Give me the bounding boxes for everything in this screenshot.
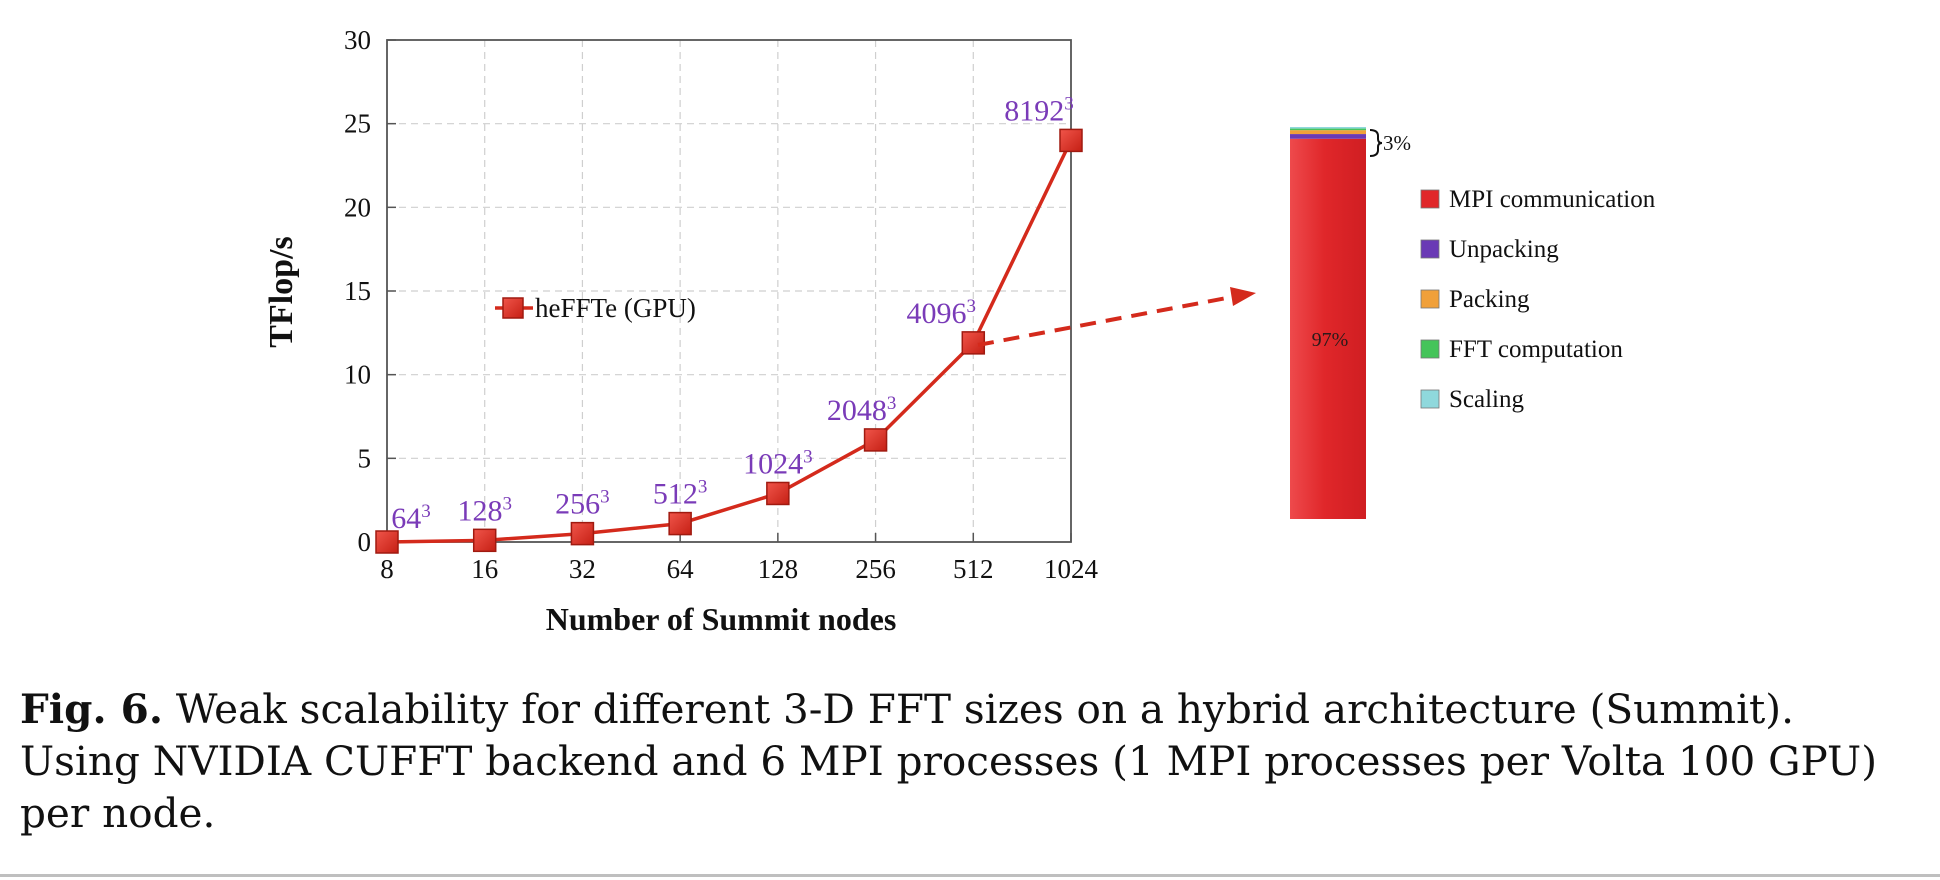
x-tick-label: 512 xyxy=(953,554,994,584)
x-axis-label: Number of Summit nodes xyxy=(546,601,897,637)
bar-segment xyxy=(1290,127,1366,129)
caption-text: Weak scalability for different 3-D FFT s… xyxy=(20,685,1877,837)
point-label: 1283 xyxy=(457,493,512,527)
x-tick-label: 128 xyxy=(758,554,799,584)
y-tick-label: 25 xyxy=(344,109,371,139)
plot-grid xyxy=(387,40,1071,542)
point-label: 40963 xyxy=(907,296,977,330)
stacked-bar-legend: MPI communication Unpacking Packing FFT com… xyxy=(1420,186,1656,413)
x-tick-label: 256 xyxy=(855,554,896,584)
legend-entry: Unpacking xyxy=(1449,236,1559,263)
y-tick-label: 15 xyxy=(344,276,371,306)
legend-entry: FFT computation xyxy=(1449,336,1623,363)
x-tick-label: 16 xyxy=(471,554,498,584)
x-axis-ticks: 8 16 32 64 128 256 512 1024 xyxy=(380,533,1099,584)
point-label: 81923 xyxy=(1004,93,1074,127)
x-tick-label: 8 xyxy=(380,554,394,584)
point-label: 643 xyxy=(391,501,431,535)
legend-swatch xyxy=(1420,239,1440,259)
bottom-rule xyxy=(0,874,1940,877)
y-tick-label: 10 xyxy=(344,360,371,390)
caption-label: Fig. 6. xyxy=(20,685,163,733)
legend-swatch xyxy=(1420,389,1440,409)
legend-swatch xyxy=(1420,189,1440,209)
x-tick-label: 1024 xyxy=(1044,554,1099,584)
bar-segment xyxy=(1290,138,1366,519)
line-chart: 0 5 10 15 20 25 30 8 16 32 64 128 256 512 1024 TFlop/… xyxy=(263,25,1256,637)
legend-marker xyxy=(502,297,524,319)
point-label: 5123 xyxy=(653,477,708,511)
figure: 0 5 10 15 20 25 30 8 16 32 64 128 256 512 1024 TFlop/… xyxy=(263,25,1656,637)
data-point xyxy=(766,481,790,506)
bracket-label: 3% xyxy=(1383,131,1411,155)
bar-segment xyxy=(1290,128,1366,131)
callout-arrow xyxy=(977,287,1256,347)
figure-caption: Fig. 6. Weak scalability for different 3… xyxy=(20,683,1920,839)
series-line xyxy=(386,139,1073,544)
legend-entry: MPI communication xyxy=(1449,186,1656,213)
y-tick-label: 0 xyxy=(358,527,372,557)
data-point xyxy=(570,521,595,546)
legend-entry: Packing xyxy=(1449,286,1530,313)
data-point xyxy=(375,530,399,554)
point-label: 20483 xyxy=(827,393,897,427)
y-axis-ticks: 0 5 10 15 20 25 30 xyxy=(344,25,396,557)
series-heffte-gpu xyxy=(375,128,1083,554)
data-point xyxy=(1059,128,1083,153)
legend-entry: Scaling xyxy=(1449,386,1524,413)
bar-segment xyxy=(1290,130,1366,135)
bar-inside-label: 97% xyxy=(1312,329,1349,351)
breakdown-chart: 97% 3% MPI communication Unpacking Packing… xyxy=(1290,127,1656,519)
point-labels: 643 1283 2563 5123 10243 20483 40963 81923 xyxy=(391,93,1074,535)
stacked-bar xyxy=(1290,127,1366,519)
y-axis-label: TFlop/s xyxy=(263,236,300,347)
bar-segment xyxy=(1290,134,1366,139)
bracket xyxy=(1369,129,1383,157)
legend-label: heFFTe (GPU) xyxy=(535,293,696,323)
data-point xyxy=(668,511,692,536)
data-point xyxy=(472,528,497,553)
legend-swatch xyxy=(1420,289,1440,309)
y-tick-label: 20 xyxy=(344,192,371,222)
y-tick-label: 30 xyxy=(344,25,371,55)
x-tick-label: 32 xyxy=(569,554,596,584)
point-label: 10243 xyxy=(743,446,813,480)
legend: heFFTe (GPU) xyxy=(495,293,696,323)
legend-swatch xyxy=(1420,339,1440,359)
y-tick-label: 5 xyxy=(358,443,372,473)
x-tick-label: 64 xyxy=(667,554,695,584)
point-label: 2563 xyxy=(555,487,610,521)
data-point xyxy=(863,428,888,452)
